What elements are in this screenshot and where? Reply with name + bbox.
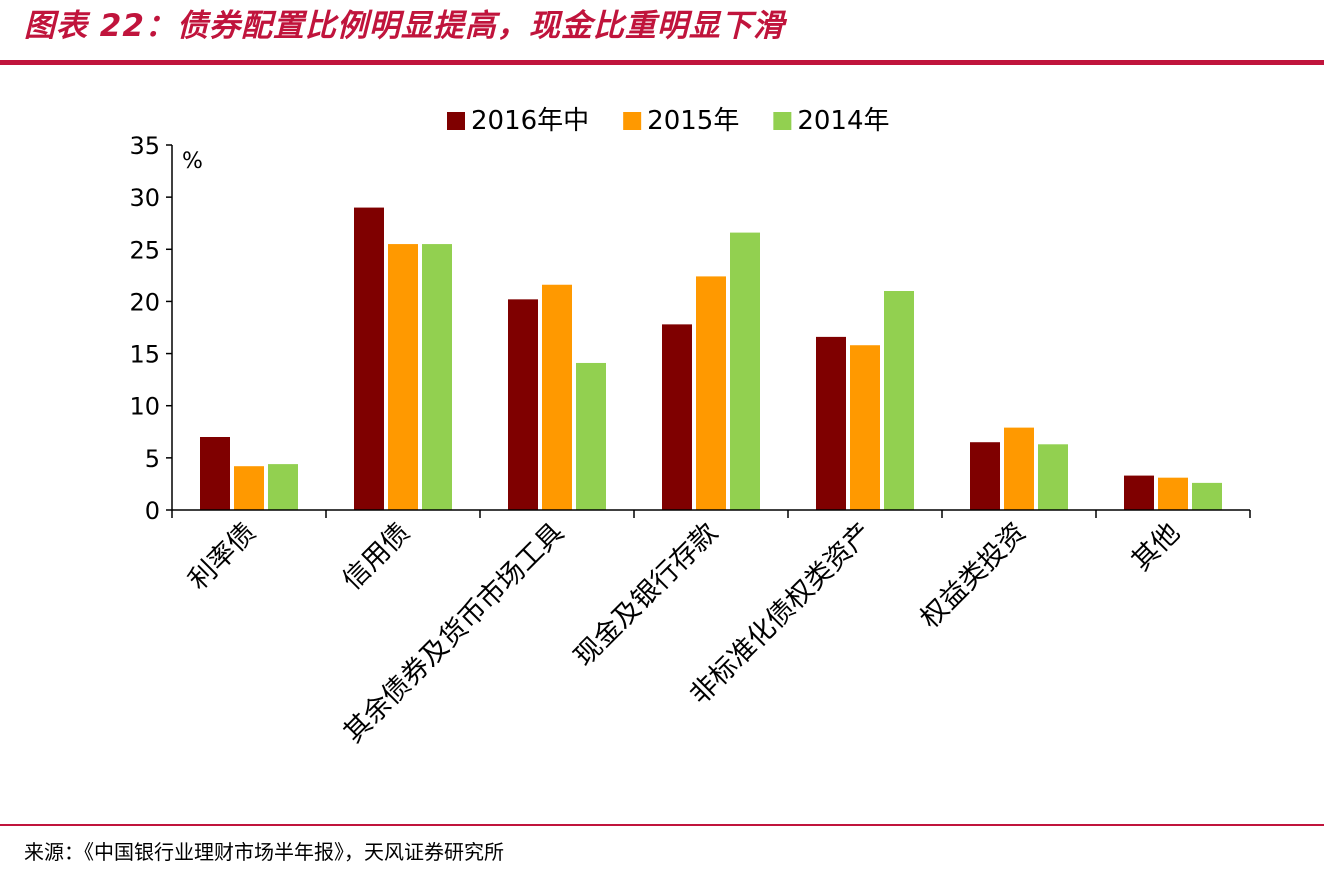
bar [234, 466, 264, 510]
source-note: 来源：《中国银行业理财市场半年报》，天风证券研究所 [24, 840, 504, 864]
bar [268, 464, 298, 510]
bar [1124, 475, 1154, 510]
bar [1038, 444, 1068, 510]
unit-label: % [182, 149, 203, 174]
bar [970, 442, 1000, 510]
bar [200, 437, 230, 510]
bar [1192, 482, 1222, 510]
bar [576, 362, 606, 510]
category-label: 权益类投资 [915, 517, 1032, 634]
bar [884, 291, 914, 510]
bar [730, 232, 760, 510]
y-tick-label: 30 [129, 184, 160, 212]
category-label: 信用债 [337, 517, 416, 596]
y-tick-label: 20 [129, 288, 160, 316]
bar [1004, 427, 1034, 510]
bar [850, 345, 880, 510]
y-tick-label: 10 [129, 393, 160, 421]
y-tick-label: 5 [145, 445, 160, 473]
y-tick-label: 35 [129, 132, 160, 160]
y-tick-label: 25 [129, 236, 160, 264]
bar [816, 336, 846, 510]
y-tick-label: 15 [129, 341, 160, 369]
category-label: 利率债 [183, 517, 262, 596]
figure-title: 图表 22：债券配置比例明显提高，现金比重明显下滑 [24, 8, 785, 44]
bar [662, 324, 692, 510]
legend-swatch [773, 112, 792, 130]
title-divider [0, 60, 1324, 65]
bar [388, 244, 418, 511]
bar [508, 299, 538, 510]
bar [542, 284, 572, 510]
bar [422, 244, 452, 511]
legend-label: 2014年 [797, 106, 889, 136]
bar [696, 276, 726, 510]
bar [354, 207, 384, 511]
y-tick-label: 0 [145, 497, 160, 525]
source-divider [0, 824, 1324, 826]
bar [1158, 477, 1188, 510]
legend-swatch [623, 112, 642, 130]
legend-swatch [447, 112, 465, 130]
category-label: 现金及银行存款 [568, 517, 724, 673]
category-label: 其他 [1126, 517, 1186, 577]
legend-label: 2016年中 [471, 106, 589, 136]
legend-label: 2015年 [647, 106, 739, 136]
